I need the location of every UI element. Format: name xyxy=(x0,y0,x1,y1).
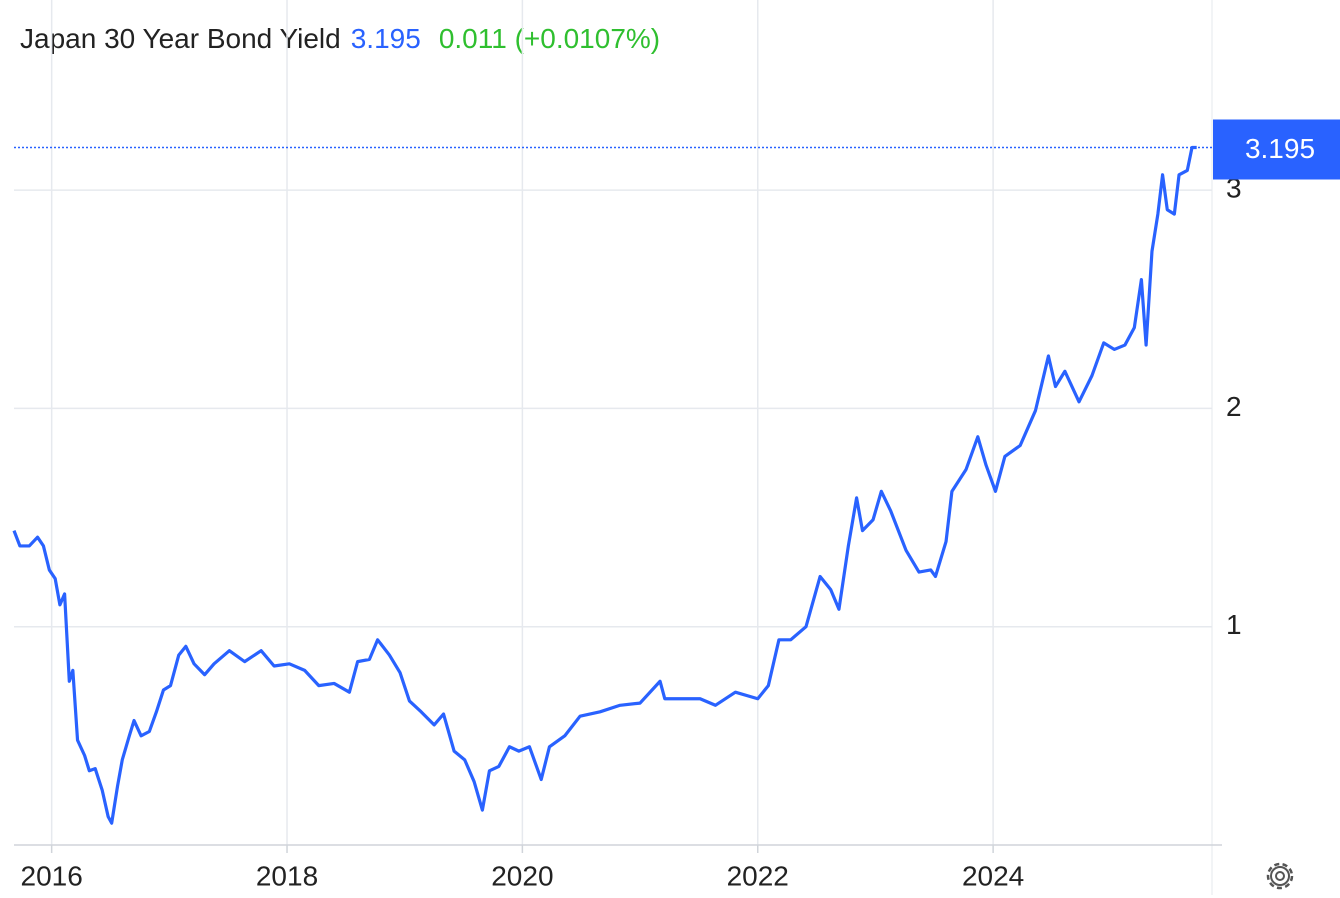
price: 3.195 xyxy=(351,23,421,54)
chart-header: Japan 30 Year Bond Yield 3.195 0.011 (+0.0… xyxy=(20,23,660,54)
x-tick-label: 2020 xyxy=(491,860,553,891)
y-tick-label: 3 xyxy=(1226,172,1242,203)
y-tick-label: 1 xyxy=(1226,609,1242,640)
price-badge xyxy=(1213,119,1340,180)
change: 0.011 (+0.0107%) xyxy=(439,23,660,54)
y-tick-label: 2 xyxy=(1226,391,1242,422)
x-tick-label: 2024 xyxy=(962,860,1024,891)
x-tick-label: 2018 xyxy=(256,860,318,891)
price-badge-label: 3.195 xyxy=(1245,133,1315,164)
chart-title: Japan 30 Year Bond Yield xyxy=(20,23,341,54)
x-tick-label: 2016 xyxy=(21,860,83,891)
line-series xyxy=(12,145,1197,825)
settings-icon[interactable] xyxy=(1266,862,1294,890)
x-tick-label: 2022 xyxy=(727,860,789,891)
